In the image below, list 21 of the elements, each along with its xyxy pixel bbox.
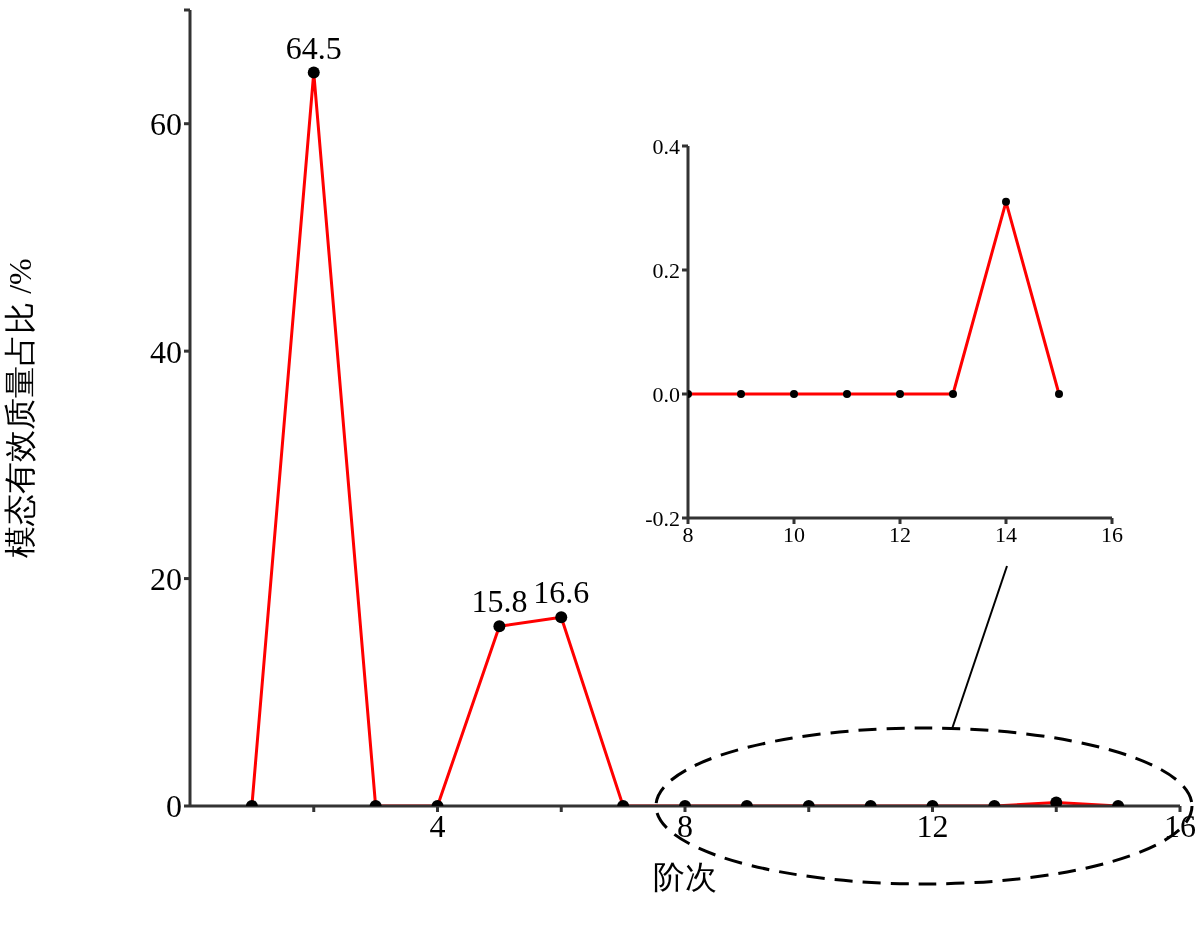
y-tick-label: 20 (150, 560, 182, 597)
x-tick-label: 12 (889, 521, 911, 547)
y-tick-label: 0.0 (652, 381, 680, 407)
y-tick-label: -0.2 (645, 505, 680, 531)
x-tick-label: 12 (916, 807, 949, 844)
y-tick-label: 40 (150, 333, 182, 370)
y-axis-title: 模态有效质量占比 /% (2, 258, 39, 558)
y-tick-label: 0.2 (652, 257, 680, 283)
x-tick-label: 14 (995, 521, 1017, 547)
y-tick-label: 0.4 (652, 133, 680, 159)
x-tick-label: 8 (677, 807, 693, 844)
x-tick-label: 4 (429, 807, 446, 844)
data-label: 15.8 (471, 583, 528, 620)
x-tick-label: 8 (682, 521, 694, 547)
x-axis-title: 阶次 (653, 859, 717, 895)
data-label: 64.5 (285, 29, 342, 66)
y-tick-label: 0 (166, 788, 182, 825)
y-tick-label: 60 (150, 106, 182, 143)
x-tick-label: 16 (1101, 521, 1123, 547)
data-label: 16.6 (533, 574, 590, 611)
x-tick-label: 10 (783, 521, 805, 547)
